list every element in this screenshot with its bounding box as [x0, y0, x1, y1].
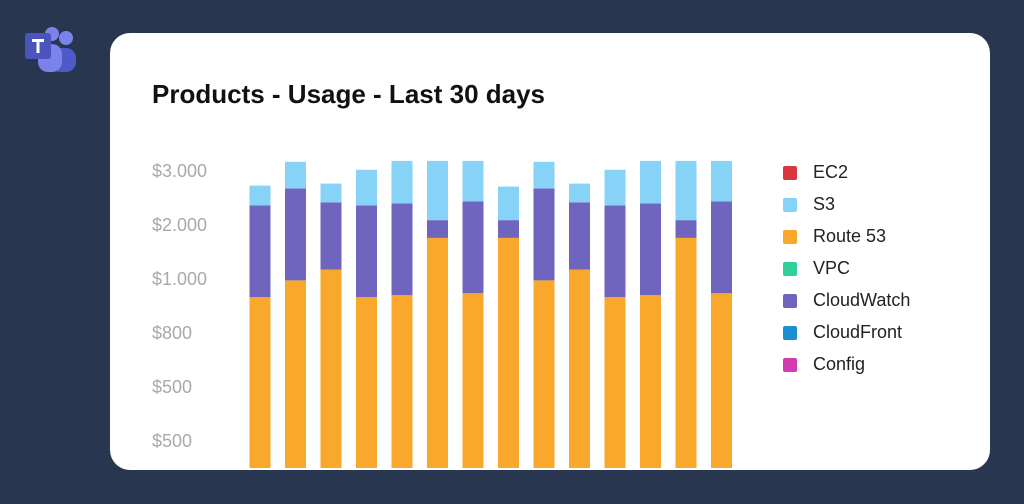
bar-segment	[249, 205, 271, 298]
legend-label: CloudFront	[813, 322, 902, 342]
y-tick-label: $500	[152, 431, 192, 451]
legend-swatch	[783, 294, 797, 308]
bar-segment	[498, 237, 519, 468]
bar-segment	[427, 237, 448, 468]
bar-segment	[320, 269, 342, 468]
legend-label: EC2	[813, 162, 848, 182]
bar-segment	[604, 205, 626, 298]
chart-title: Products - Usage - Last 30 days	[152, 79, 545, 109]
bar-segment	[391, 203, 413, 296]
bar-segment	[675, 237, 697, 468]
y-tick-label: $3.000	[152, 161, 207, 181]
legend-swatch	[783, 166, 797, 180]
legend-label: S3	[813, 194, 835, 214]
legend-swatch	[783, 230, 797, 244]
legend-label: VPC	[813, 258, 850, 278]
bar-segment	[569, 269, 590, 468]
bar-segment	[356, 169, 377, 206]
bar-segment	[462, 160, 484, 202]
bar-segment	[356, 205, 377, 298]
bar-segment	[533, 161, 555, 189]
bar-segment	[391, 160, 413, 204]
bar-segment	[427, 220, 448, 238]
bar-segment	[285, 161, 306, 189]
bar-segment	[498, 220, 519, 238]
bar-segment	[391, 295, 413, 468]
bar-segment	[356, 297, 377, 468]
bar-segment	[675, 160, 697, 221]
bar-segment	[249, 297, 271, 468]
y-tick-label: $1.000	[152, 269, 207, 289]
legend-swatch	[783, 262, 797, 276]
bar-segment	[675, 220, 697, 238]
bar-segment	[320, 183, 342, 203]
bar-segment	[711, 201, 732, 294]
bar-segment	[640, 295, 661, 468]
bar-segment	[462, 201, 484, 294]
icon-dot	[59, 31, 73, 45]
teams-icon	[25, 27, 76, 72]
bar-segment	[604, 169, 626, 206]
bar-segment	[640, 160, 661, 204]
bar-segment	[285, 280, 306, 468]
plot: $3.000 $2.000 $1.000 $800 $500 $500 EC2 S3 Route…	[152, 161, 910, 468]
bar-segment	[533, 280, 555, 468]
y-tick-label: $800	[152, 323, 192, 343]
bar-segment	[285, 188, 306, 281]
legend-label: Config	[813, 354, 865, 374]
y-tick-label: $2.000	[152, 215, 207, 235]
bar-segment	[711, 160, 732, 202]
legend-swatch	[783, 326, 797, 340]
bar-segment	[249, 185, 271, 206]
legend-swatch	[783, 358, 797, 372]
y-tick-label: $500	[152, 377, 192, 397]
bar-segment	[533, 188, 555, 281]
legend-swatch	[783, 198, 797, 212]
bar-segment	[462, 293, 484, 468]
icon-glyph	[36, 39, 40, 53]
bar-segment	[427, 160, 448, 221]
bar-segment	[711, 293, 732, 468]
bar-segment	[640, 203, 661, 296]
bar-segment	[604, 297, 626, 468]
legend-label: CloudWatch	[813, 290, 910, 310]
legend-label: Route 53	[813, 226, 886, 246]
bar-segment	[569, 183, 590, 203]
bar-segment	[569, 202, 590, 270]
bar-segment	[320, 202, 342, 270]
bar-segment	[498, 186, 519, 221]
